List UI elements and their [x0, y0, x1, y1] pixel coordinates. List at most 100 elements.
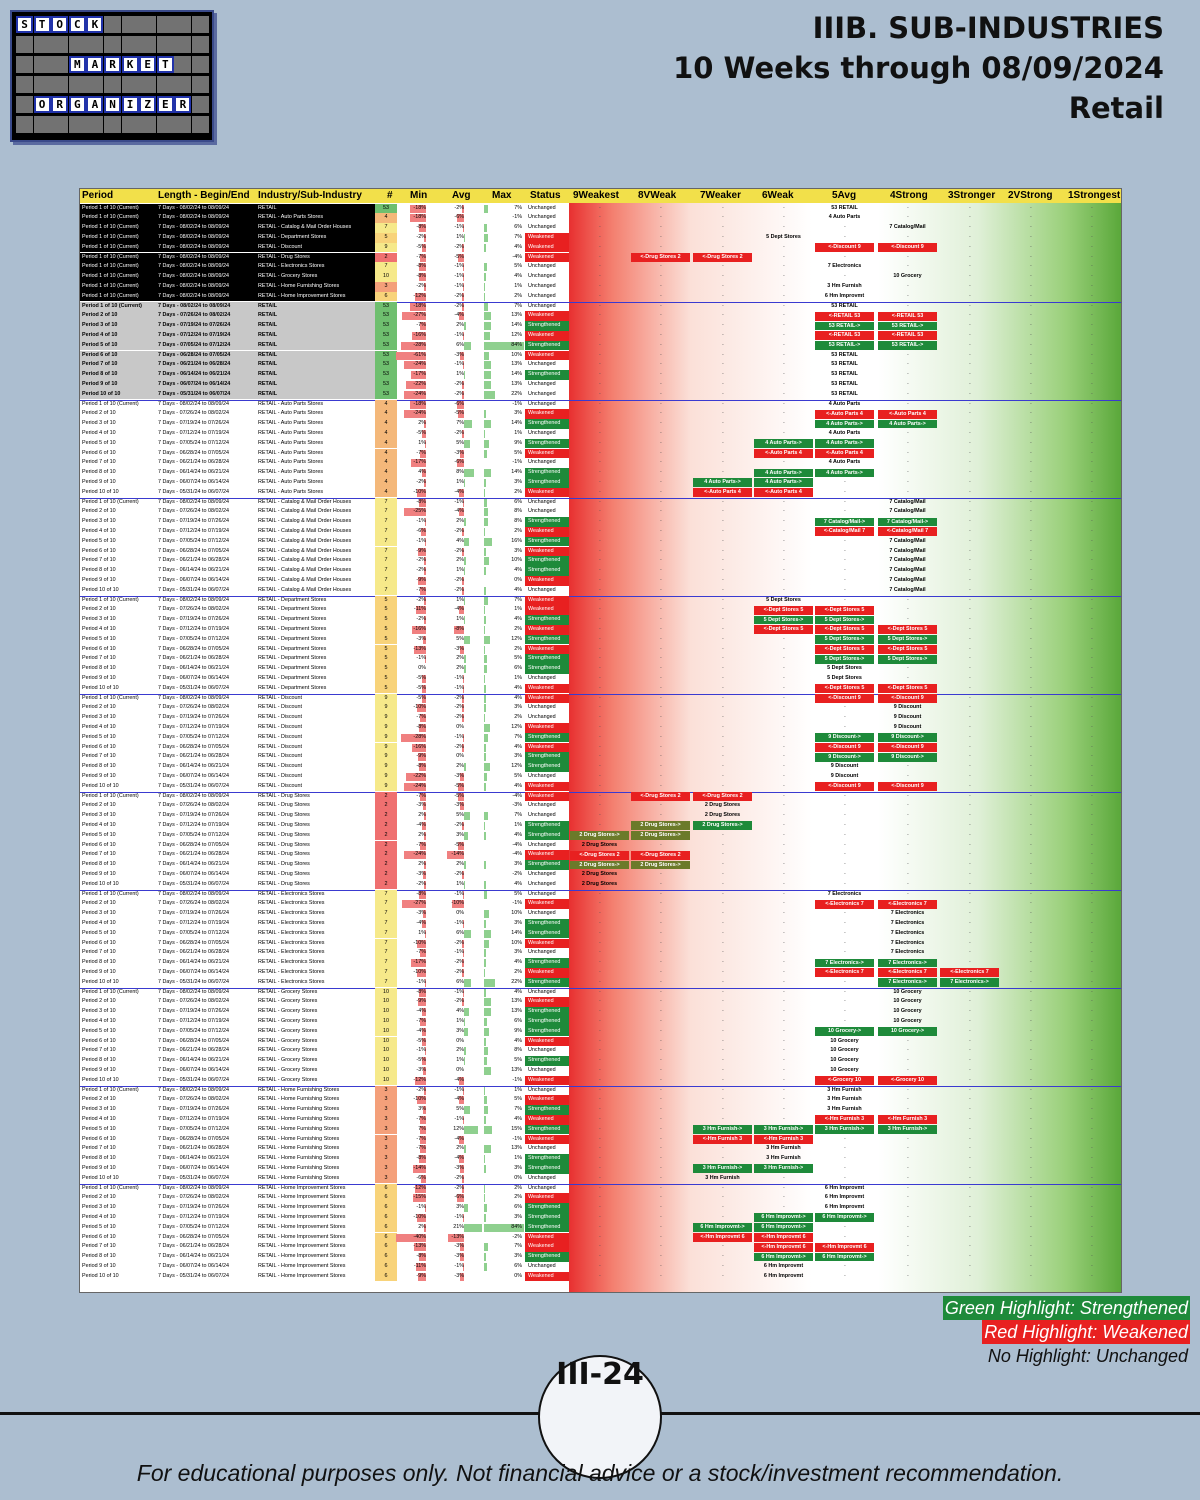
- empty-rank-cell: -: [1030, 939, 1032, 946]
- logo-cell: [51, 76, 69, 93]
- rank-move-label: 4 Auto Parts->: [754, 439, 813, 448]
- empty-rank-cell: -: [1091, 1213, 1093, 1220]
- min-cell: 2%: [418, 420, 426, 427]
- min-cell: -28%: [413, 341, 426, 348]
- empty-rank-cell: -: [722, 674, 724, 681]
- avg-cell: 2%: [456, 557, 464, 564]
- avg-bar: [464, 831, 468, 840]
- count-cell: 7: [375, 223, 397, 233]
- empty-rank-cell: -: [599, 655, 601, 662]
- empty-rank-cell: -: [969, 665, 971, 672]
- empty-rank-cell: -: [722, 1106, 724, 1113]
- max-bar: [484, 410, 486, 419]
- industry-cell: RETAIL - Grocery Stores: [258, 1017, 318, 1024]
- empty-rank-cell: -: [1091, 508, 1093, 515]
- empty-rank-cell: -: [783, 763, 785, 770]
- avg-cell: -3%: [454, 1243, 464, 1250]
- industry-cell: RETAIL - Discount: [258, 743, 303, 750]
- rank-move-label: <-Auto Parts 4: [754, 449, 813, 458]
- period-cell: Period 9 of 10: [82, 1164, 116, 1171]
- empty-rank-cell: -: [907, 1204, 909, 1211]
- empty-rank-cell: -: [1030, 214, 1032, 221]
- max-bar: [484, 1066, 491, 1075]
- avg-cell: -1%: [454, 498, 464, 505]
- empty-rank-cell: -: [599, 1106, 601, 1113]
- empty-rank-cell: -: [1091, 214, 1093, 221]
- min-cell: -9%: [416, 547, 426, 554]
- rank-label: 7 Electronics: [890, 949, 925, 956]
- empty-rank-cell: -: [969, 1174, 971, 1181]
- count-cell: 6: [375, 1242, 397, 1253]
- status-cell: Unchanged: [528, 586, 556, 593]
- empty-rank-cell: -: [969, 645, 971, 652]
- avg-cell: -3%: [454, 1253, 464, 1260]
- min-bar: [414, 1243, 426, 1252]
- avg-bar: [461, 302, 464, 311]
- avg-cell: 6%: [456, 341, 464, 348]
- min-cell: -24%: [413, 410, 426, 417]
- empty-rank-cell: -: [969, 880, 971, 887]
- column-header: 8VWeak: [638, 190, 677, 201]
- empty-rank-cell: -: [1091, 812, 1093, 819]
- min-cell: -10%: [413, 968, 426, 975]
- empty-rank-cell: -: [969, 420, 971, 427]
- avg-cell: -5%: [454, 410, 464, 417]
- min-bar: [423, 802, 426, 811]
- empty-rank-cell: -: [969, 1106, 971, 1113]
- avg-cell: 5%: [456, 1106, 464, 1113]
- date-range-cell: 7 Days - 06/14/24 to 06/21/24: [158, 959, 230, 966]
- min-bar: [424, 861, 426, 870]
- empty-rank-cell: -: [660, 919, 662, 926]
- count-cell: 53: [375, 379, 397, 390]
- empty-rank-cell: -: [783, 929, 785, 936]
- group-divider: [80, 399, 1121, 401]
- min-cell: -13%: [413, 645, 426, 652]
- max-bar: [484, 1037, 486, 1046]
- avg-cell: 0%: [456, 1066, 464, 1073]
- empty-rank-cell: -: [844, 586, 846, 593]
- empty-rank-cell: -: [844, 478, 846, 485]
- empty-rank-cell: -: [969, 1213, 971, 1220]
- empty-rank-cell: -: [783, 1115, 785, 1122]
- industry-cell: RETAIL - Electronics Stores: [258, 929, 325, 936]
- empty-rank-cell: -: [1030, 929, 1032, 936]
- rank-move-label: 3 Hm Furnish->: [693, 1125, 752, 1134]
- empty-rank-cell: -: [969, 723, 971, 730]
- avg-bar: [464, 322, 467, 331]
- avg-cell: 2%: [456, 655, 464, 662]
- empty-rank-cell: -: [783, 292, 785, 299]
- period-cell: Period 8 of 10: [82, 1155, 116, 1162]
- rank-move-label: 6 Hm Improvmt->: [815, 1252, 874, 1262]
- empty-rank-cell: -: [1091, 841, 1093, 848]
- status-cell: Weakened: [525, 791, 569, 802]
- status-cell: Unchanged: [528, 508, 556, 515]
- empty-rank-cell: -: [1030, 557, 1032, 564]
- empty-rank-cell: -: [1091, 704, 1093, 711]
- max-cell: -4%: [512, 792, 522, 799]
- empty-rank-cell: -: [722, 1213, 724, 1220]
- rank-move-label: <-Dept Stores 5: [878, 625, 937, 635]
- empty-rank-cell: -: [1091, 1233, 1093, 1240]
- logo-cell: [139, 116, 157, 133]
- min-bar: [422, 821, 426, 830]
- empty-rank-cell: -: [1030, 723, 1032, 730]
- rank-move-label: 2 Drug Stores->: [631, 821, 690, 831]
- table-row: Period 1 of 10 (Current) 7 Days - 08/02/2…: [80, 291, 1121, 302]
- date-range-cell: 7 Days - 08/02/24 to 08/09/24: [158, 224, 230, 231]
- empty-rank-cell: -: [783, 312, 785, 319]
- min-bar: [417, 998, 426, 1007]
- empty-rank-cell: -: [660, 429, 662, 436]
- status-cell: Weakened: [525, 1271, 569, 1282]
- empty-rank-cell: -: [1030, 1037, 1032, 1044]
- logo-cell: [33, 36, 51, 53]
- empty-rank-cell: -: [844, 1174, 846, 1181]
- min-cell: -7%: [416, 792, 426, 799]
- date-range-cell: 7 Days - 08/02/24 to 08/09/24: [158, 282, 230, 289]
- rank-label: 7 Catalog/Mail: [889, 498, 926, 505]
- empty-rank-cell: -: [783, 567, 785, 574]
- empty-rank-cell: -: [660, 714, 662, 721]
- row-label-bg: [80, 301, 375, 312]
- empty-rank-cell: -: [660, 557, 662, 564]
- max-bar: [484, 380, 491, 389]
- empty-rank-cell: -: [907, 390, 909, 397]
